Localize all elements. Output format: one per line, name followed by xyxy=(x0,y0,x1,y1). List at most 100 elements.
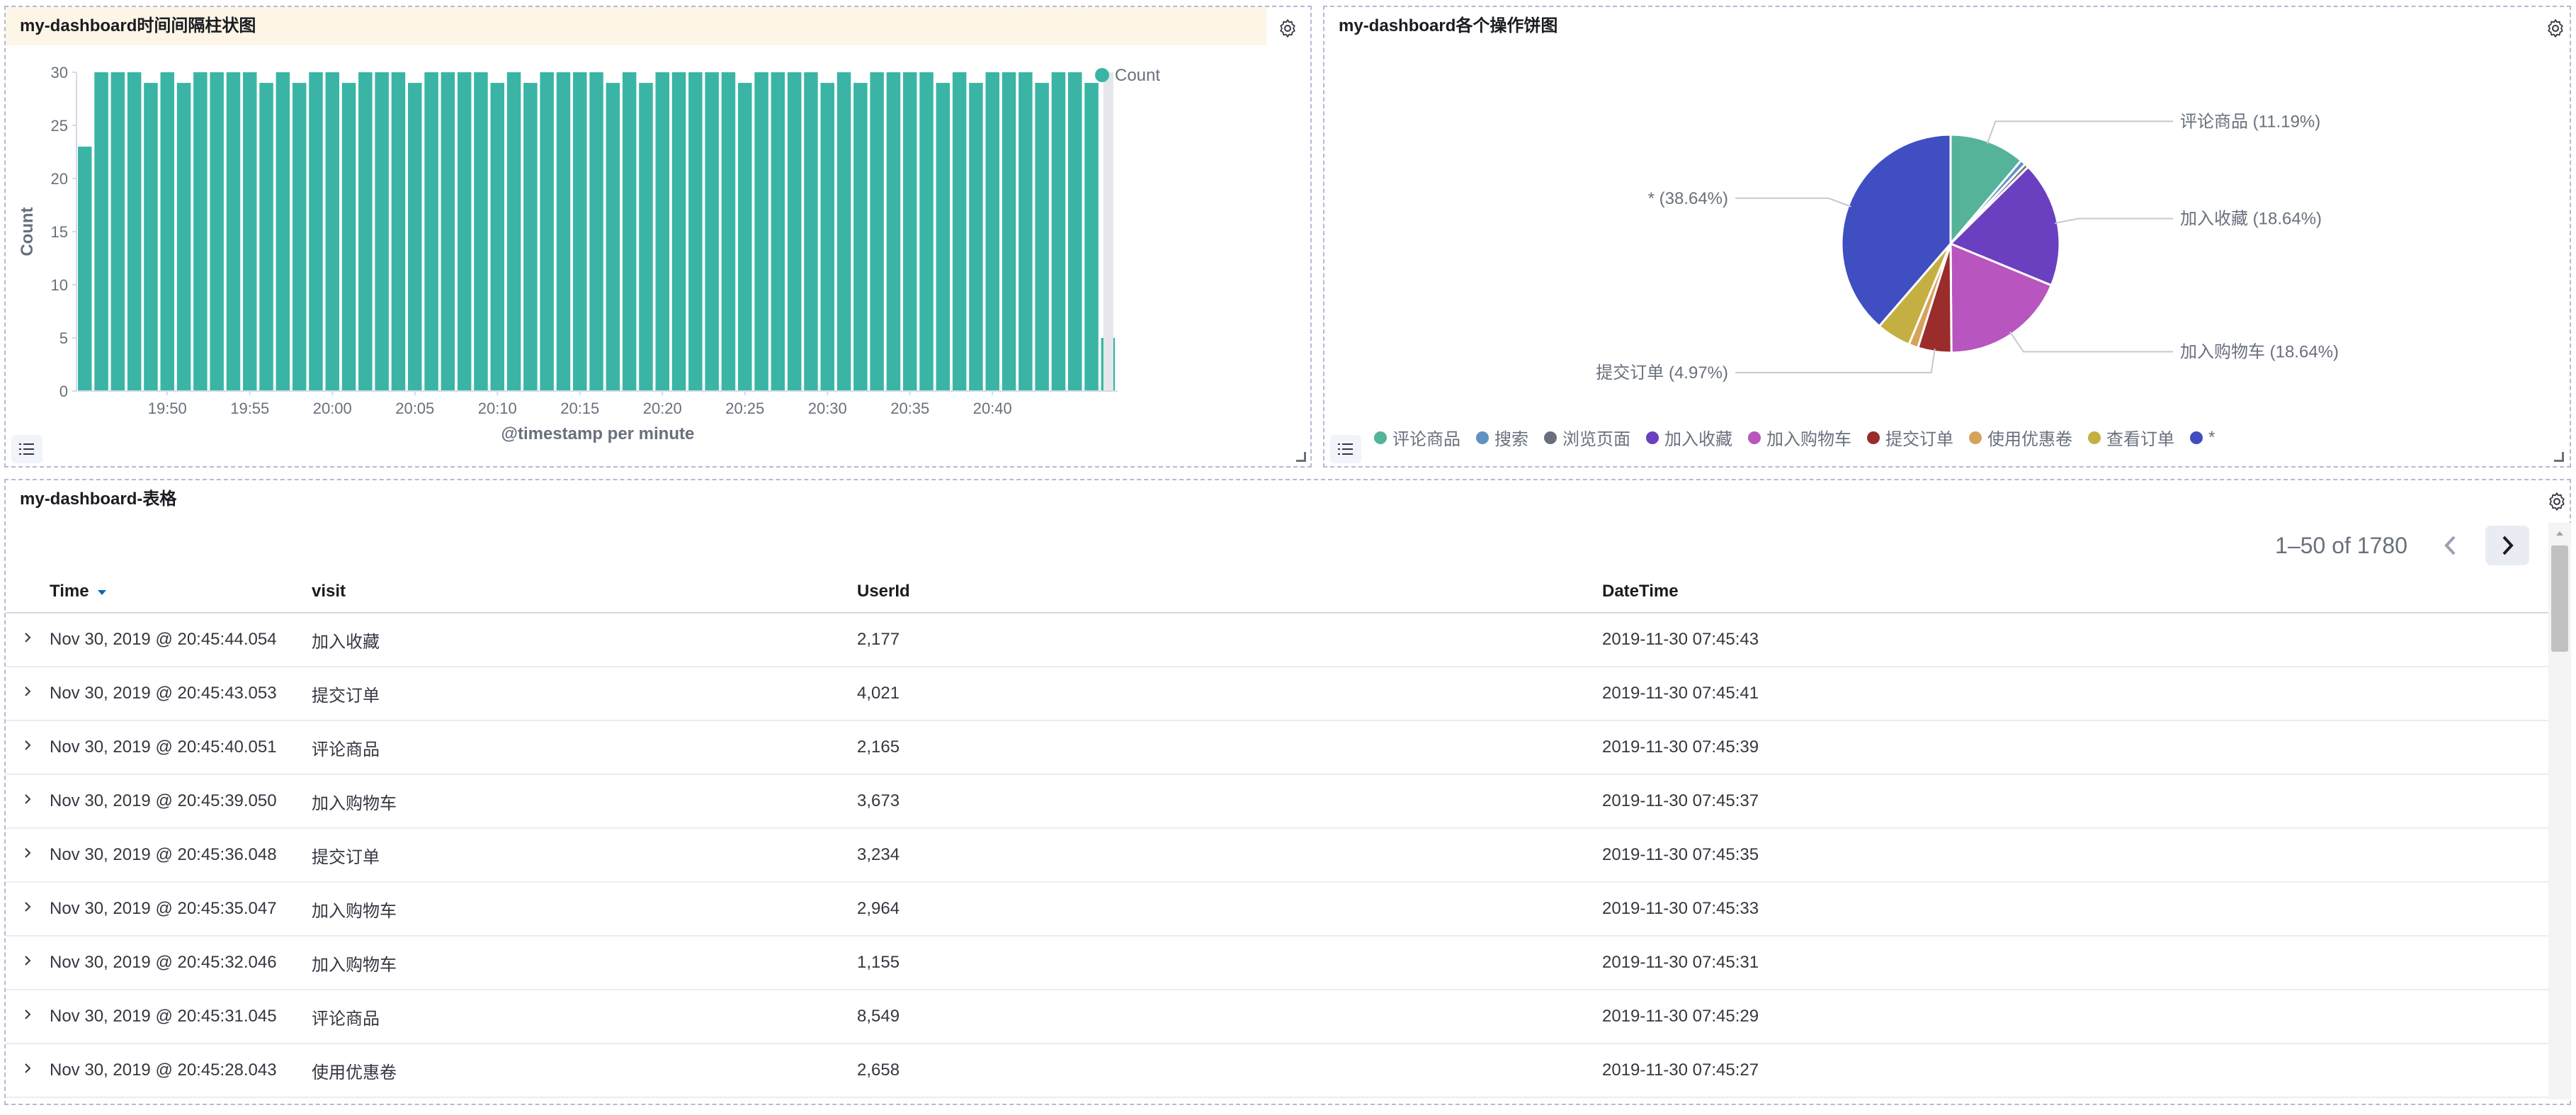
pie-legend-item[interactable]: 查看订单 xyxy=(2088,425,2174,450)
bar[interactable] xyxy=(127,72,142,391)
bar[interactable] xyxy=(556,72,571,391)
pie-legend-item[interactable]: 提交订单 xyxy=(1867,425,1953,450)
bar[interactable] xyxy=(226,72,241,391)
bar[interactable] xyxy=(688,72,703,391)
row-expand-button[interactable] xyxy=(6,1043,50,1098)
bar[interactable] xyxy=(424,72,438,391)
pie-legend-item[interactable]: 使用优惠卷 xyxy=(1969,425,2072,450)
column-header-time[interactable]: Time xyxy=(50,571,312,613)
bar[interactable] xyxy=(193,72,208,391)
bar[interactable] xyxy=(1019,72,1033,391)
bar[interactable] xyxy=(276,72,290,391)
bar[interactable] xyxy=(243,72,257,391)
row-expand-button[interactable] xyxy=(6,990,50,1044)
bar[interactable] xyxy=(506,72,521,391)
scrollbar-thumb[interactable] xyxy=(2551,545,2568,652)
pie-legend-label: 浏览页面 xyxy=(1562,430,1630,449)
pie-legend-item[interactable]: * xyxy=(2190,425,2215,450)
bar[interactable] xyxy=(804,72,818,391)
bar[interactable] xyxy=(952,72,967,391)
column-header-visit[interactable]: visit xyxy=(312,571,857,613)
pie-legend-item[interactable]: 加入收藏 xyxy=(1646,425,1732,450)
bar[interactable] xyxy=(110,72,125,391)
bar[interactable] xyxy=(94,72,108,391)
bar[interactable] xyxy=(886,72,901,391)
bar[interactable] xyxy=(622,72,637,391)
bar[interactable] xyxy=(540,72,554,391)
bar[interactable] xyxy=(919,72,934,391)
bar-legend-item[interactable]: Count xyxy=(1095,66,1160,85)
bar[interactable] xyxy=(341,83,356,391)
bar[interactable] xyxy=(836,72,851,391)
bar[interactable] xyxy=(639,83,653,391)
pie-legend-toggle-list-icon[interactable] xyxy=(1330,435,1361,463)
bar[interactable] xyxy=(1035,83,1049,391)
bar[interactable] xyxy=(1068,72,1082,391)
sort-down-icon[interactable] xyxy=(96,588,108,596)
bar[interactable] xyxy=(292,83,307,391)
bar[interactable] xyxy=(671,72,686,391)
bar[interactable] xyxy=(309,72,323,391)
bar[interactable] xyxy=(210,72,224,391)
bar[interactable] xyxy=(771,72,785,391)
row-expand-button[interactable] xyxy=(6,774,50,829)
bar[interactable] xyxy=(870,72,884,391)
bar[interactable] xyxy=(853,83,868,391)
table-scrollbar[interactable] xyxy=(2548,523,2571,1099)
bar-panel-resize-handle[interactable] xyxy=(1296,452,1306,462)
bar[interactable] xyxy=(144,83,158,391)
bar[interactable] xyxy=(936,83,951,391)
bar[interactable] xyxy=(589,72,603,391)
legend-dot-icon xyxy=(1095,68,1109,82)
next-page-button[interactable] xyxy=(2485,526,2529,565)
bar-legend-toggle-list-icon[interactable] xyxy=(11,435,42,463)
bar[interactable] xyxy=(655,72,670,391)
bar[interactable] xyxy=(391,72,406,391)
bar[interactable] xyxy=(259,83,273,391)
bar[interactable] xyxy=(985,72,1000,391)
cell-userid: 3,234 xyxy=(857,828,1602,883)
bar[interactable] xyxy=(358,72,373,391)
bar[interactable] xyxy=(903,72,917,391)
bar[interactable] xyxy=(721,72,736,391)
row-expand-button[interactable] xyxy=(6,882,50,936)
pie-legend-item[interactable]: 浏览页面 xyxy=(1544,425,1630,450)
row-expand-button[interactable] xyxy=(6,667,50,721)
bar[interactable] xyxy=(408,83,422,391)
bar[interactable] xyxy=(375,72,389,391)
row-expand-button[interactable] xyxy=(6,613,50,667)
bar[interactable] xyxy=(705,72,719,391)
bar[interactable] xyxy=(490,83,505,391)
bar[interactable] xyxy=(820,83,835,391)
bar[interactable] xyxy=(325,72,340,391)
bar[interactable] xyxy=(754,72,768,391)
row-expand-button[interactable] xyxy=(6,936,50,990)
pie-legend-item[interactable]: 加入购物车 xyxy=(1748,425,1851,450)
bar[interactable] xyxy=(1084,83,1099,391)
pie-panel-resize-handle[interactable] xyxy=(2554,452,2564,462)
column-header-userid[interactable]: UserId xyxy=(857,571,1602,613)
bar[interactable] xyxy=(474,72,488,391)
prev-page-button[interactable] xyxy=(2429,526,2473,565)
bar[interactable] xyxy=(1051,72,1066,391)
pie-panel-settings-gear-icon[interactable] xyxy=(2543,16,2568,41)
bar[interactable] xyxy=(738,83,752,391)
bar[interactable] xyxy=(457,72,472,391)
bar[interactable] xyxy=(573,72,587,391)
bar[interactable] xyxy=(176,83,191,391)
bar[interactable] xyxy=(441,72,455,391)
bar[interactable] xyxy=(787,72,802,391)
bar[interactable] xyxy=(523,83,538,391)
pie-legend-item[interactable]: 评论商品 xyxy=(1374,425,1460,450)
column-header-datetime[interactable]: DateTime xyxy=(1602,571,2554,613)
table-panel-settings-gear-icon[interactable] xyxy=(2544,489,2570,514)
pie-legend-item[interactable]: 搜索 xyxy=(1476,425,1528,450)
bar[interactable] xyxy=(78,147,92,391)
bar[interactable] xyxy=(969,83,983,391)
bar[interactable] xyxy=(160,72,175,391)
bar[interactable] xyxy=(606,83,620,391)
bar[interactable] xyxy=(1002,72,1016,391)
row-expand-button[interactable] xyxy=(6,828,50,883)
row-expand-button[interactable] xyxy=(6,720,50,775)
bar-panel-settings-gear-icon[interactable] xyxy=(1275,16,1300,41)
